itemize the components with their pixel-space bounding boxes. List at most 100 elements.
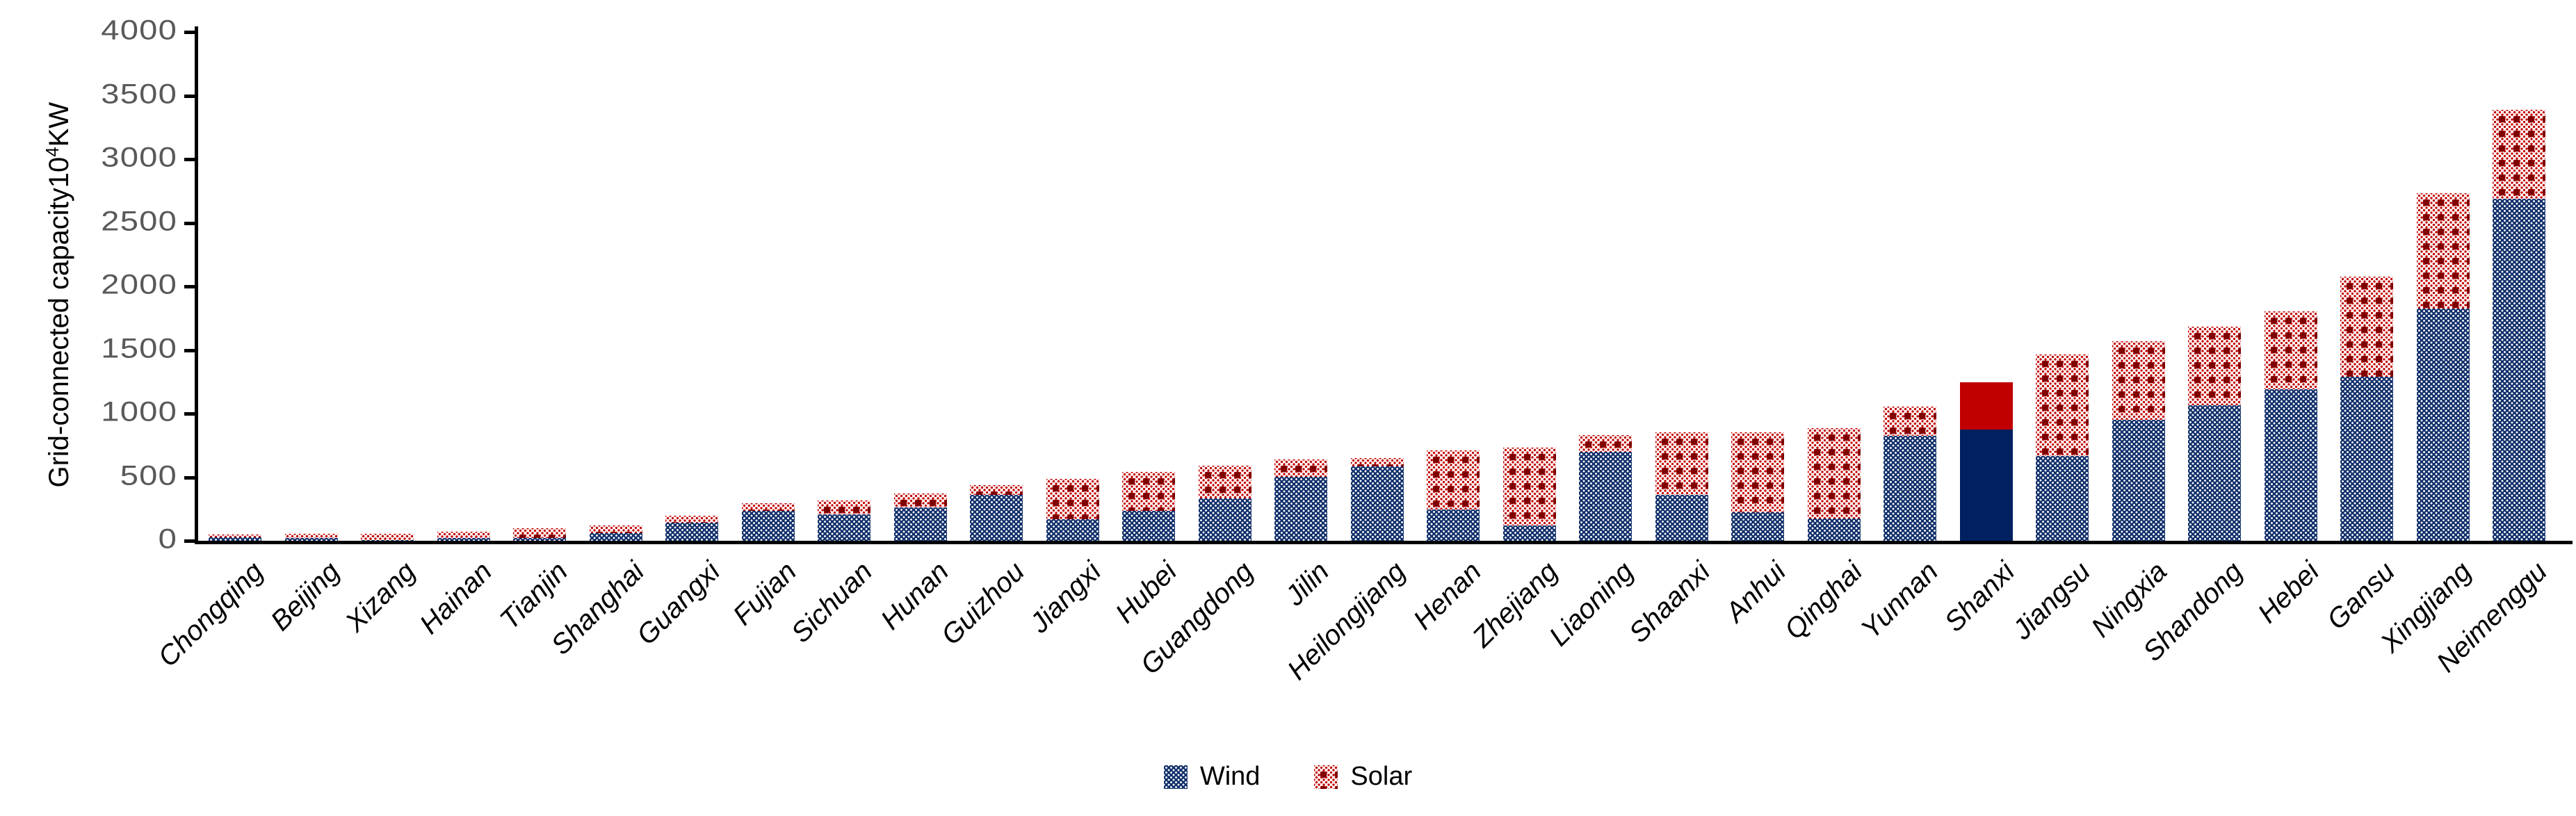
wind-segment-beijing: [284, 537, 338, 541]
wind-segment-guizhou: [970, 494, 1023, 541]
wind-segment-qinghai: [1807, 518, 1861, 541]
solar-segment-liaoning: [1579, 435, 1632, 452]
solar-segment-xingjiang: [2416, 193, 2470, 309]
solar-segment-shanxi: [1959, 382, 2013, 430]
wind-segment-jiangxi: [1046, 519, 1099, 541]
y-tick-mark-1000: [184, 412, 195, 416]
x-axis-line: [195, 541, 2573, 544]
x-label-xizang: Xizang: [339, 556, 422, 638]
bar-fujian: [741, 503, 795, 541]
solar-segment-jilin: [1274, 459, 1327, 477]
bar-shandong: [2188, 327, 2241, 541]
x-label-sichuan: Sichuan: [785, 556, 879, 649]
wind-segment-chongqing: [209, 537, 261, 541]
y-tick-label-2500: 2500: [101, 206, 177, 237]
solar-segment-yunnan: [1884, 407, 1936, 436]
y-tick-mark-1500: [184, 348, 195, 352]
solar-segment-gansu: [2340, 277, 2393, 377]
x-label-shaanxi: Shaanxi: [1623, 556, 1716, 649]
x-label-hainan: Hainan: [413, 556, 498, 640]
bar-jilin: [1274, 459, 1327, 541]
bar-jiangxi: [1046, 479, 1099, 541]
bar-sichuan: [818, 500, 870, 541]
solar-segment-neimenggu: [2493, 110, 2545, 199]
solar-segment-anhui: [1731, 432, 1784, 513]
solar-segment-hebei: [2264, 311, 2317, 390]
solar-segment-heilongijang: [1350, 458, 1404, 466]
wind-segment-fujian: [741, 510, 795, 541]
wind-segment-hainan: [437, 538, 490, 541]
legend-label-wind: Wind: [1199, 762, 1261, 791]
solar-segment-henan: [1427, 450, 1480, 510]
bar-tianjin: [513, 528, 566, 541]
wind-segment-tianjin: [513, 537, 566, 541]
x-label-hebei: Hebei: [2251, 556, 2325, 630]
y-tick-mark-3500: [184, 94, 195, 98]
wind-segment-hebei: [2264, 389, 2317, 541]
solar-segment-sichuan: [818, 500, 870, 514]
x-label-hubei: Hubei: [1110, 556, 1183, 630]
x-label-guangxi: Guangxi: [631, 556, 727, 651]
legend-item-solar: Solar: [1314, 762, 1412, 792]
x-label-chongqing: Chongqing: [152, 556, 270, 673]
legend-swatch-solar: [1314, 765, 1338, 789]
bar-hainan: [437, 532, 490, 541]
solar-segment-qinghai: [1807, 428, 1861, 519]
solar-segment-tianjin: [513, 528, 566, 538]
solar-segment-shandong: [2188, 327, 2241, 405]
y-tick-mark-3000: [184, 158, 195, 161]
solar-segment-jiangxi: [1046, 479, 1099, 519]
wind-segment-henan: [1427, 509, 1480, 541]
wind-segment-xizang: [361, 540, 414, 541]
wind-segment-xingjiang: [2416, 309, 2470, 541]
x-label-guizhou: Guizhou: [935, 556, 1031, 651]
solar-segment-hubei: [1122, 472, 1175, 511]
solar-segment-ningxia: [2112, 341, 2165, 420]
bar-anhui: [1731, 432, 1784, 541]
y-tick-label-0: 0: [158, 523, 177, 555]
bar-shanghai: [589, 525, 642, 541]
y-tick-label-3500: 3500: [101, 79, 177, 110]
x-label-qinghai: Qinghai: [1779, 556, 1868, 646]
bar-guangdong: [1198, 466, 1251, 541]
bar-chongqing: [209, 534, 261, 541]
bar-henan: [1427, 450, 1480, 541]
y-tick-label-2000: 2000: [101, 269, 177, 300]
solar-segment-guangxi: [665, 516, 718, 523]
bar-beijing: [284, 534, 338, 541]
x-label-liaoning: Liaoning: [1544, 556, 1640, 653]
solar-segment-zhejiang: [1502, 448, 1556, 525]
wind-segment-jiangsu: [2036, 455, 2089, 541]
bar-zhejiang: [1502, 448, 1556, 541]
solar-segment-guizhou: [970, 484, 1023, 495]
solar-segment-jiangsu: [2036, 354, 2089, 456]
legend: Wind Solar: [0, 762, 2576, 792]
solar-segment-shaanxi: [1655, 432, 1708, 496]
bar-xingjiang: [2416, 193, 2470, 541]
bar-jiangsu: [2036, 354, 2089, 541]
wind-segment-shaanxi: [1655, 495, 1708, 541]
x-label-jiangsu: Jiangsu: [2007, 556, 2097, 646]
wind-segment-neimenggu: [2493, 199, 2545, 541]
y-tick-mark-0: [184, 539, 195, 543]
solar-segment-hainan: [437, 532, 490, 539]
wind-segment-jilin: [1274, 476, 1327, 541]
solar-segment-fujian: [741, 503, 795, 511]
y-tick-label-500: 500: [120, 460, 177, 491]
wind-segment-zhejiang: [1502, 525, 1556, 541]
x-label-jilin: Jilin: [1279, 556, 1336, 612]
bar-yunnan: [1884, 407, 1936, 541]
wind-segment-liaoning: [1579, 451, 1632, 541]
wind-segment-yunnan: [1884, 436, 1936, 541]
bar-liaoning: [1579, 435, 1632, 541]
bar-hubei: [1122, 472, 1175, 541]
wind-segment-hubei: [1122, 510, 1175, 541]
y-tick-label-1500: 1500: [101, 333, 177, 364]
y-axis-line: [195, 26, 198, 544]
bar-hebei: [2264, 311, 2317, 541]
wind-segment-sichuan: [818, 514, 870, 541]
bar-neimenggu: [2493, 110, 2545, 541]
x-label-jiangxi: Jiangxi: [1023, 556, 1107, 639]
solar-segment-xizang: [361, 534, 414, 541]
y-tick-mark-4000: [184, 31, 195, 34]
